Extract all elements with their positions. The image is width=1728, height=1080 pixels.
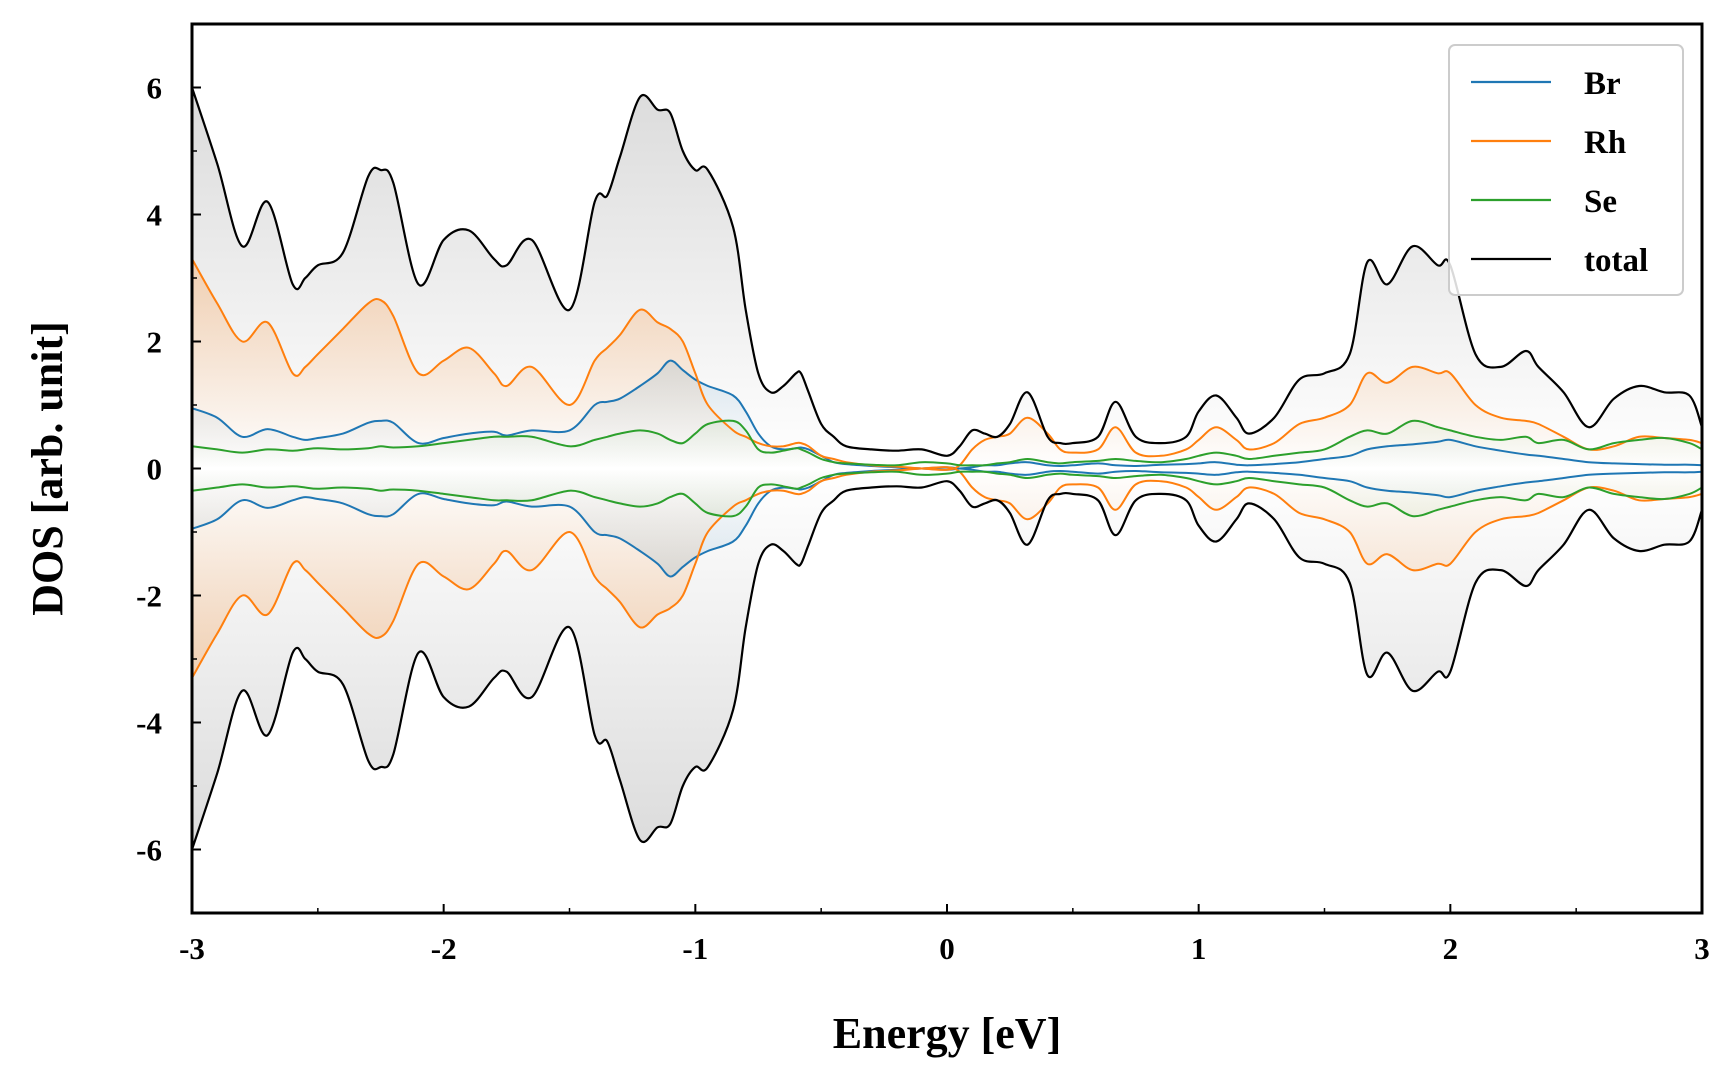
legend-label-total: total [1584, 243, 1648, 279]
y-axis-title: DOS [arb. unit] [23, 321, 72, 616]
fill-se [192, 420, 1702, 517]
x-tick-label: -2 [431, 931, 457, 966]
x-tick-label: -1 [682, 931, 708, 966]
x-tick-label: 0 [939, 931, 955, 966]
line-total-negative [190, 480, 1704, 850]
series-lines [190, 87, 1704, 850]
y-tick-label: 6 [147, 71, 163, 106]
x-tick-label: 3 [1694, 931, 1710, 966]
y-tick-label: 0 [147, 452, 163, 487]
y-tick-label: -2 [136, 579, 162, 614]
y-tick-label: 4 [147, 198, 163, 233]
line-se-negative [191, 470, 1703, 518]
line-se-positive [191, 419, 1703, 467]
y-tick-label: 2 [147, 325, 163, 360]
y-tick-label: -6 [136, 833, 162, 868]
x-tick-label: 2 [1443, 931, 1459, 966]
line-total-positive [190, 87, 1704, 457]
line-rh-negative [191, 466, 1703, 679]
legend-label-br: Br [1584, 66, 1621, 102]
x-tick-label: 1 [1191, 931, 1207, 966]
legend: Br Rh Se total [1448, 44, 1684, 296]
y-axis: -6 -4 -2 0 2 4 6 [136, 71, 201, 868]
area-fills [192, 87, 1702, 850]
x-axis-title: Energy [eV] [833, 1009, 1062, 1058]
legend-label-se: Se [1584, 184, 1617, 220]
y-tick-label: -4 [136, 706, 162, 741]
legend-box [1448, 44, 1684, 296]
line-rh-positive [191, 258, 1703, 471]
x-axis: -3 -2 -1 0 1 2 3 [179, 904, 1710, 966]
x-tick-label: -3 [179, 931, 205, 966]
legend-label-rh: Rh [1584, 125, 1626, 161]
